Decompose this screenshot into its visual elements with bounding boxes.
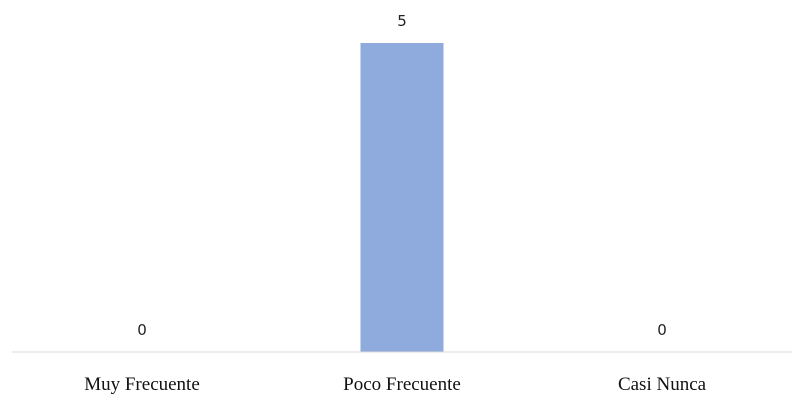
category-label-1: Muy Frecuente bbox=[84, 374, 200, 395]
category-label-2: Poco Frecuente bbox=[343, 374, 461, 395]
data-label-3: 0 bbox=[657, 321, 667, 339]
data-label-1: 0 bbox=[137, 321, 147, 339]
category-labels-group: Muy Frecuente Poco Frecuente Casi Nunca bbox=[84, 374, 706, 395]
bars-group bbox=[360, 43, 444, 352]
bar-2 bbox=[360, 43, 444, 352]
data-label-2: 5 bbox=[397, 12, 407, 30]
data-labels-group: 0 5 0 bbox=[137, 12, 667, 339]
category-label-3: Casi Nunca bbox=[618, 374, 707, 395]
